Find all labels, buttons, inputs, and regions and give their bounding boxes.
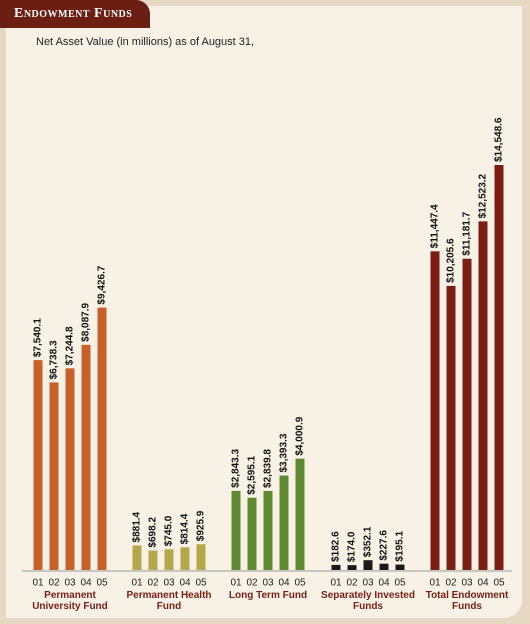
x-tick-label: 04 xyxy=(80,578,92,589)
value-label: $698.2 xyxy=(148,517,159,548)
x-tick-label: 03 xyxy=(362,578,374,589)
x-tick-label: 04 xyxy=(477,578,489,589)
value-label: $174.0 xyxy=(347,531,358,562)
group-label: Separately Invested Funds xyxy=(321,590,415,612)
bar xyxy=(347,565,357,570)
bar xyxy=(331,564,341,570)
bar xyxy=(446,285,456,570)
bar xyxy=(462,258,472,570)
value-label: $745.0 xyxy=(164,515,175,546)
bar xyxy=(379,563,389,570)
value-label: $352.1 xyxy=(363,526,374,557)
value-label: $2,595.1 xyxy=(247,455,258,494)
x-tick-label: 02 xyxy=(246,578,258,589)
group-label: Permanent Health Fund xyxy=(126,590,212,612)
value-label: $11,447.4 xyxy=(430,204,441,248)
value-label: $925.9 xyxy=(196,510,207,541)
x-tick-label: 01 xyxy=(230,578,242,589)
group-label: Long Term Fund xyxy=(228,590,308,601)
bar xyxy=(279,475,289,570)
x-tick-label: 03 xyxy=(64,578,76,589)
x-tick-label: 02 xyxy=(445,578,457,589)
x-tick-label: 04 xyxy=(179,578,191,589)
bar xyxy=(363,560,373,570)
x-tick-label: 01 xyxy=(131,578,143,589)
x-tick-label: 05 xyxy=(493,578,505,589)
value-label: $2,843.3 xyxy=(231,448,242,487)
x-tick-label: 05 xyxy=(195,578,207,589)
bar xyxy=(180,547,190,570)
value-label: $881.4 xyxy=(132,511,143,542)
x-tick-label: 05 xyxy=(96,578,108,589)
group-label: Total Endowment Funds xyxy=(425,590,509,612)
bar xyxy=(494,165,504,570)
bar xyxy=(132,545,142,570)
x-tick-label: 05 xyxy=(294,578,306,589)
group-label: Permanent University Fund xyxy=(32,590,108,612)
x-tick-label: 03 xyxy=(163,578,175,589)
value-label: $14,548.6 xyxy=(494,117,505,162)
bar xyxy=(49,382,59,570)
value-label: $8,087.9 xyxy=(81,302,92,341)
bar xyxy=(164,549,174,570)
value-label: $9,426.7 xyxy=(97,265,108,304)
x-tick-label: 02 xyxy=(48,578,60,589)
bar xyxy=(231,490,241,570)
value-label: $7,540.1 xyxy=(33,318,44,357)
value-label: $195.1 xyxy=(395,531,406,562)
value-label: $11,181.7 xyxy=(462,211,473,255)
bar xyxy=(247,497,257,570)
value-label: $10,205.6 xyxy=(446,238,457,283)
bar xyxy=(81,344,91,570)
bar xyxy=(430,251,440,570)
bar xyxy=(97,307,107,570)
x-tick-label: 03 xyxy=(461,578,473,589)
x-tick-label: 01 xyxy=(32,578,44,589)
value-label: $7,244.8 xyxy=(65,326,76,365)
x-tick-label: 04 xyxy=(378,578,390,589)
x-tick-label: 05 xyxy=(394,578,406,589)
x-tick-label: 02 xyxy=(147,578,159,589)
bar xyxy=(148,550,158,570)
value-label: $227.6 xyxy=(379,530,390,561)
x-tick-label: 04 xyxy=(278,578,290,589)
chart-title: Endowment Funds xyxy=(0,0,150,28)
x-tick-label: 03 xyxy=(262,578,274,589)
x-tick-label: 01 xyxy=(330,578,342,589)
value-label: $6,738.3 xyxy=(49,340,60,379)
bar xyxy=(295,458,305,570)
value-label: $2,839.8 xyxy=(263,449,274,488)
x-tick-label: 01 xyxy=(429,578,441,589)
bar xyxy=(478,221,488,570)
bar xyxy=(196,544,206,570)
bar xyxy=(33,360,43,570)
value-label: $4,000.9 xyxy=(295,416,306,455)
value-label: $182.6 xyxy=(331,531,342,562)
chart-subtitle: Net Asset Value (in millions) as of Augu… xyxy=(36,36,255,48)
value-label: $814.4 xyxy=(180,513,191,544)
bar xyxy=(395,564,405,570)
bar xyxy=(65,368,75,570)
value-label: $12,523.2 xyxy=(478,173,489,218)
bar xyxy=(263,490,273,570)
x-tick-label: 02 xyxy=(346,578,358,589)
value-label: $3,393.3 xyxy=(279,433,290,472)
